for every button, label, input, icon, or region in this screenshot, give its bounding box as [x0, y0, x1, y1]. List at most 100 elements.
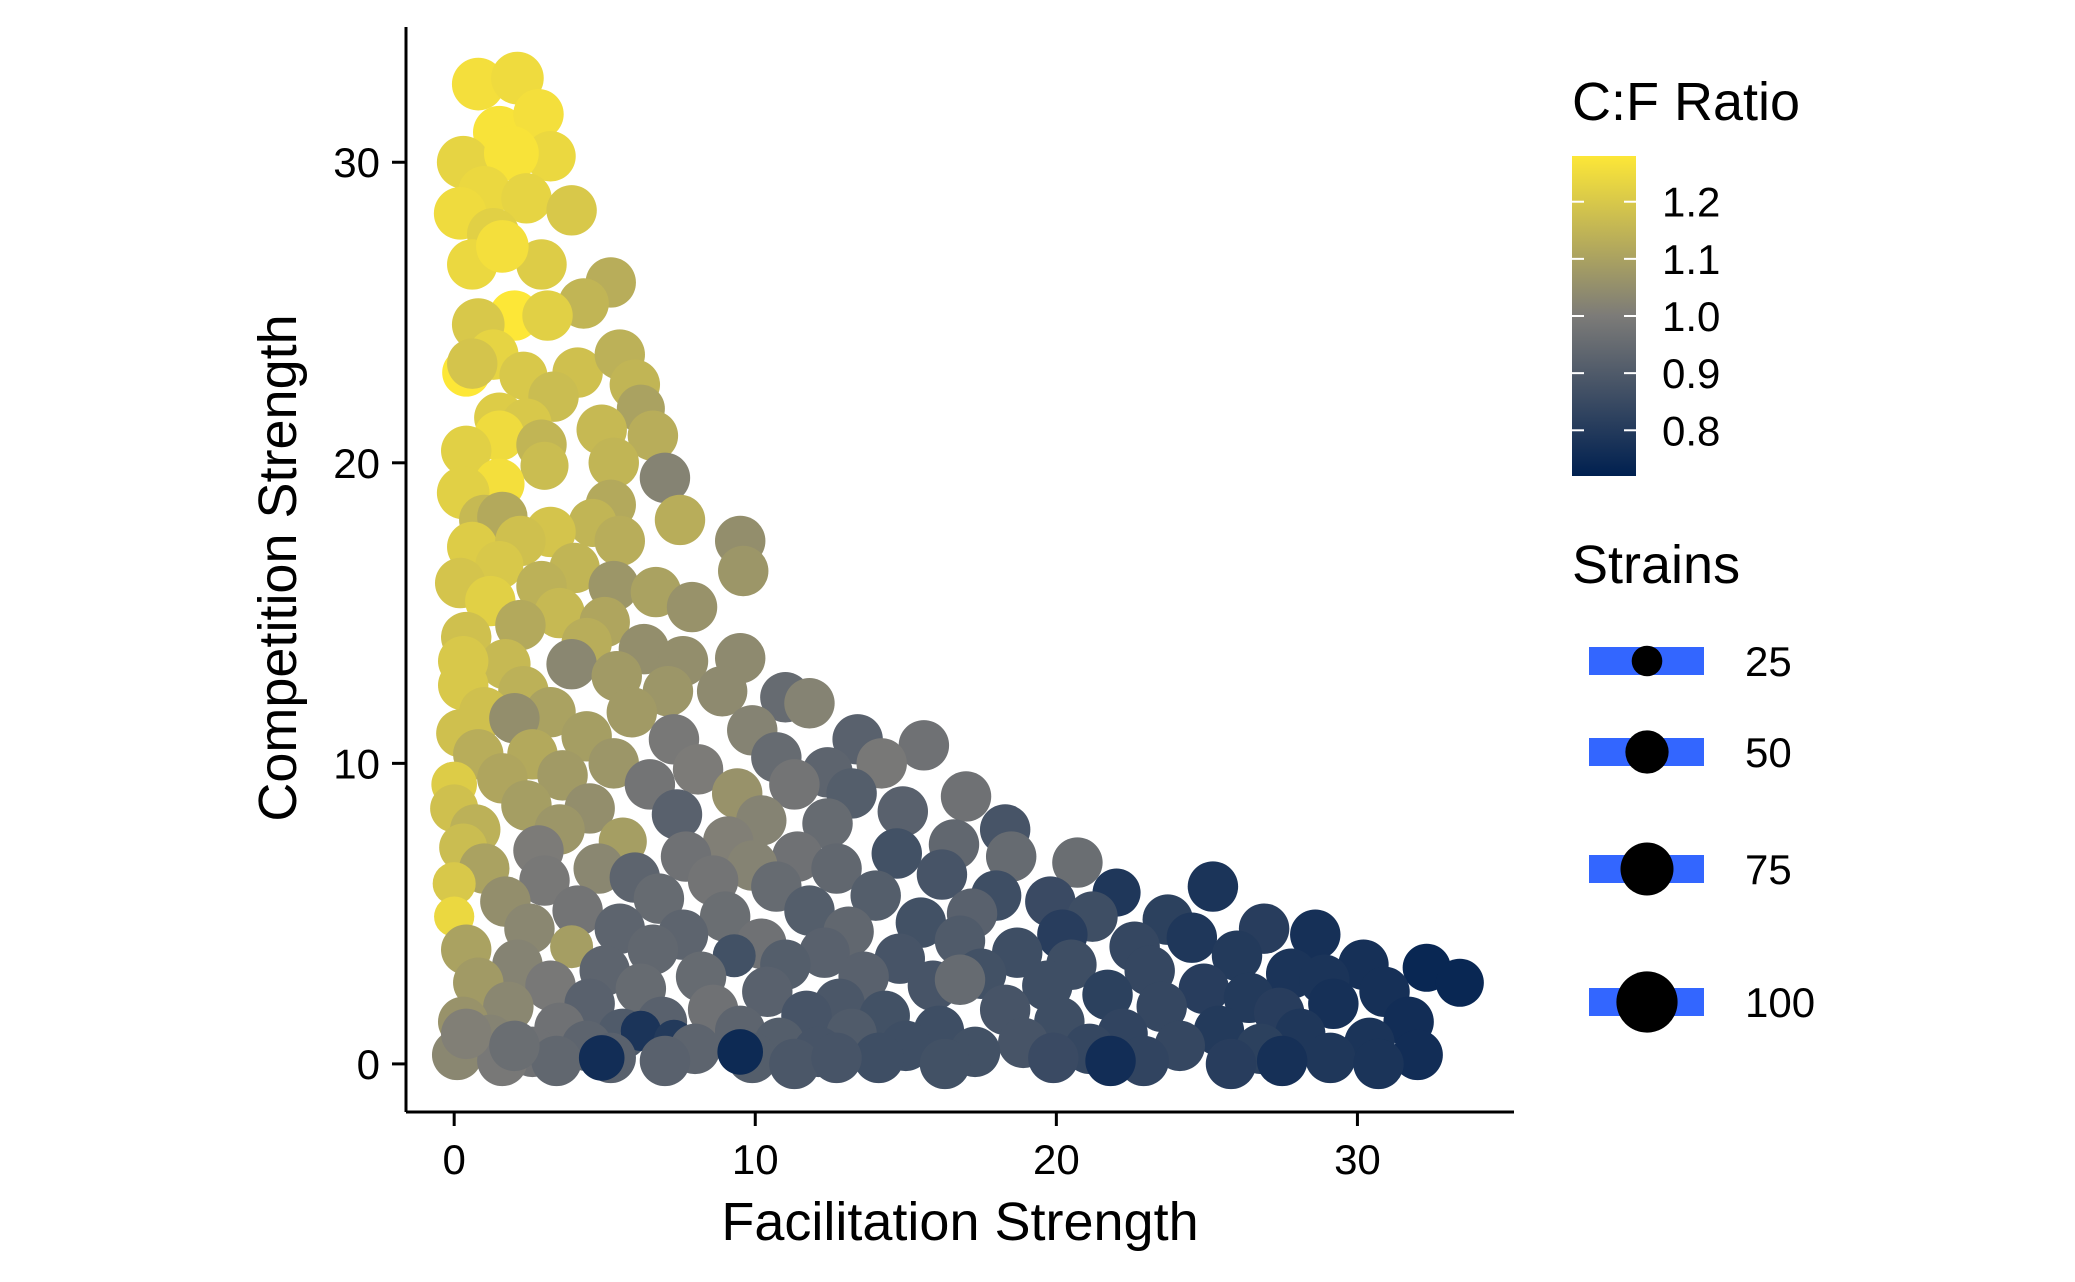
- data-point: [447, 338, 498, 389]
- data-point: [718, 545, 769, 597]
- data-point: [552, 885, 603, 936]
- data-point: [1353, 1038, 1404, 1090]
- color-legend-title: C:F Ratio: [1572, 72, 1800, 132]
- data-point: [717, 1029, 764, 1075]
- color-legend-label: 1.0: [1662, 293, 1720, 340]
- data-point: [1082, 969, 1133, 1020]
- data-point: [769, 1038, 820, 1090]
- size-legend: Strains 25 50 75 100: [1572, 535, 1815, 1033]
- data-point: [934, 954, 986, 1005]
- data-point: [639, 1035, 691, 1087]
- color-legend-label: 0.9: [1662, 350, 1720, 397]
- data-point: [919, 1038, 971, 1090]
- x-tick-label: 30: [1334, 1136, 1381, 1183]
- data-point: [898, 720, 950, 771]
- data-point: [546, 638, 597, 690]
- data-point: [588, 437, 639, 489]
- y-ticks: 0 10 20 30: [333, 139, 406, 1088]
- data-point: [476, 220, 529, 273]
- data-point: [441, 1008, 492, 1060]
- data-point: [525, 131, 576, 182]
- color-legend-label: 0.8: [1662, 407, 1720, 454]
- data-point: [1435, 958, 1484, 1007]
- data-point: [1178, 963, 1230, 1014]
- size-legend-key-point: [1620, 842, 1674, 896]
- data-point: [871, 828, 922, 879]
- size-legend-title: Strains: [1572, 535, 1740, 595]
- size-legend-keys: 25 50 75 100: [1589, 638, 1815, 1033]
- data-point: [451, 57, 505, 111]
- x-axis-title: Facilitation Strength: [721, 1192, 1198, 1252]
- data-point: [784, 678, 835, 729]
- y-tick-label: 0: [357, 1041, 380, 1088]
- data-point: [769, 759, 820, 810]
- data-point: [985, 831, 1037, 882]
- data-point: [1290, 909, 1341, 960]
- data-point: [1166, 912, 1218, 963]
- data-point: [1205, 1038, 1257, 1090]
- data-point: [850, 870, 901, 921]
- x-tick-label: 10: [732, 1136, 779, 1183]
- data-point: [550, 925, 594, 969]
- data-point: [525, 960, 576, 1011]
- y-tick-label: 10: [333, 740, 380, 787]
- y-axis-title: Competition Strength: [248, 314, 308, 821]
- data-point: [531, 1035, 582, 1087]
- data-point: [666, 581, 718, 633]
- y-tick-label: 30: [333, 139, 380, 186]
- data-point: [522, 290, 573, 341]
- data-point: [1308, 978, 1359, 1030]
- data-point: [696, 666, 748, 717]
- size-legend-key-point: [1631, 645, 1663, 677]
- data-point: [651, 789, 703, 840]
- data-point: [1028, 1032, 1079, 1084]
- data-point: [495, 599, 546, 651]
- data-point: [627, 410, 679, 461]
- data-point: [1211, 930, 1263, 981]
- size-legend-label: 50: [1745, 729, 1792, 776]
- data-point: [784, 885, 835, 936]
- data-point: [516, 239, 567, 290]
- data-point: [742, 966, 793, 1017]
- data-point: [432, 862, 476, 906]
- x-tick-label: 20: [1033, 1136, 1080, 1183]
- x-tick-label: 0: [442, 1136, 465, 1183]
- color-legend-ticks: 0.8 0.9 1.0 1.1 1.2: [1572, 179, 1720, 454]
- data-point: [811, 843, 862, 894]
- data-point: [1136, 981, 1187, 1033]
- data-point: [940, 771, 992, 822]
- data-point: [578, 1035, 625, 1081]
- data-point: [627, 924, 679, 975]
- size-legend-key-point: [1616, 971, 1678, 1033]
- data-point: [546, 185, 597, 236]
- size-legend-label: 25: [1745, 638, 1792, 685]
- data-point: [483, 125, 539, 181]
- data-point: [811, 1032, 862, 1084]
- data-point: [654, 494, 706, 546]
- data-point: [501, 173, 552, 224]
- color-legend: C:F Ratio 0.8 0.9 1.0 1.1 1.2: [1572, 72, 1800, 476]
- data-point: [519, 855, 570, 906]
- data-point: [633, 873, 685, 924]
- size-legend-label: 75: [1745, 846, 1792, 893]
- color-legend-label: 1.2: [1662, 179, 1720, 226]
- color-legend-label: 1.1: [1662, 236, 1720, 283]
- data-point: [1085, 1035, 1136, 1087]
- size-legend-label: 100: [1745, 979, 1815, 1026]
- data-point: [802, 798, 853, 849]
- data-point: [799, 927, 850, 978]
- data-point: [489, 1020, 540, 1072]
- data-point: [441, 425, 492, 476]
- data-point: [513, 88, 564, 140]
- data-point: [594, 515, 645, 567]
- data-point: [672, 744, 724, 795]
- data-point: [1187, 861, 1239, 912]
- data-point: [699, 891, 751, 942]
- data-point: [639, 452, 691, 504]
- size-legend-key-point: [1625, 730, 1669, 774]
- y-tick-label: 20: [333, 440, 380, 487]
- data-point: [1052, 837, 1103, 888]
- data-point: [916, 849, 968, 900]
- data-point: [1392, 1029, 1443, 1081]
